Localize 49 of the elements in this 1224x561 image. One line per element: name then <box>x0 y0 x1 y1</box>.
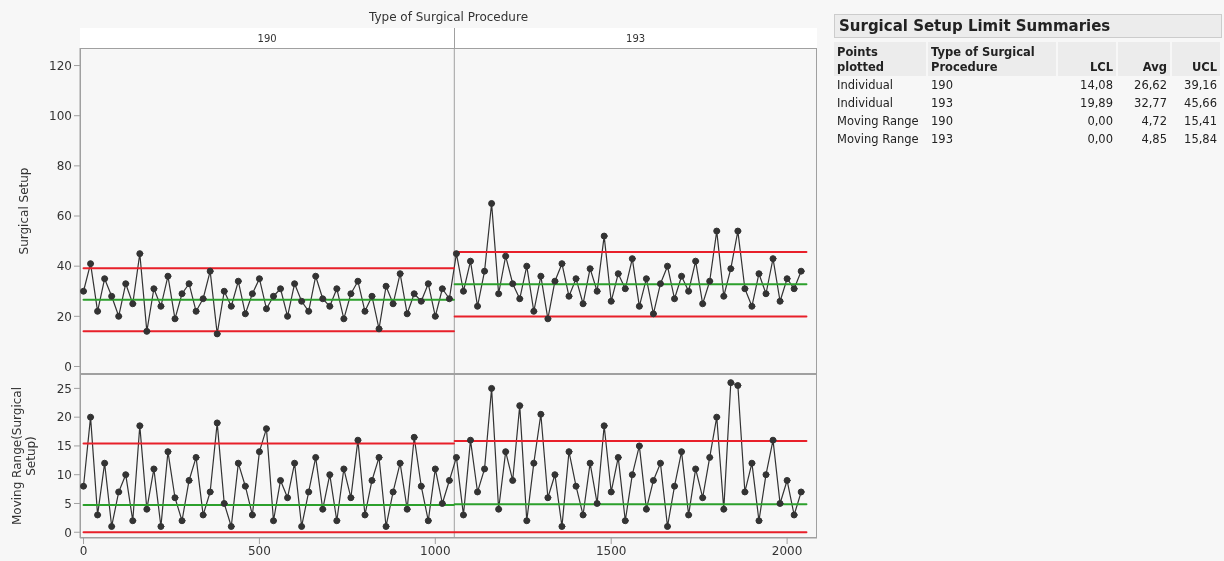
y-tick-label: 40 <box>56 259 72 274</box>
y-tick-label: 15 <box>56 439 72 454</box>
y-tick-label: 60 <box>56 209 72 224</box>
text: Moving Range <box>837 132 919 146</box>
text: 193 <box>625 33 647 44</box>
category-label: UCL <box>1172 42 1220 76</box>
text: Individual <box>837 96 894 110</box>
text: 190 <box>931 78 953 92</box>
x-tick-label: 2000 <box>771 543 803 558</box>
text: 190 <box>931 114 953 128</box>
text: 4,72 <box>1141 114 1167 128</box>
y-tick-label: 120 <box>49 58 72 73</box>
y-tick-label: 0 <box>64 359 72 374</box>
text: 19,89 <box>1080 96 1113 110</box>
text: 0,00 <box>1087 132 1113 146</box>
text: 4,85 <box>1141 132 1167 146</box>
text: 39,16 <box>1184 78 1217 92</box>
text: 193 <box>931 132 953 146</box>
text: 15,41 <box>1184 114 1217 128</box>
x-tick-label: 1000 <box>420 543 451 558</box>
y-tick-label: 10 <box>56 467 72 482</box>
category-label: Type of Surgical Procedure <box>928 42 1056 76</box>
text: 15,84 <box>1184 132 1217 146</box>
x-tick-label: 1500 <box>595 543 627 558</box>
text: 0,00 <box>1087 114 1113 128</box>
text: 32,77 <box>1134 96 1167 110</box>
text: Individual <box>837 78 894 92</box>
text: 193 <box>931 96 953 110</box>
y-tick-label: 20 <box>56 309 72 324</box>
category-label: LCL <box>1058 42 1116 76</box>
text: 26,62 <box>1134 78 1167 92</box>
y-tick-label: 5 <box>64 496 72 511</box>
y-tick-label: 80 <box>56 159 72 174</box>
x-tick-label: 0 <box>79 543 88 558</box>
text: Surgical Setup Limit Summaries <box>834 14 1222 38</box>
text: 190 <box>256 33 278 44</box>
text: 14,08 <box>1080 78 1113 92</box>
y-tick-label: 20 <box>56 410 72 425</box>
text: 45,66 <box>1184 96 1217 110</box>
y-tick-label: 100 <box>49 108 72 123</box>
y-tick-label: 25 <box>56 381 72 396</box>
text: Type of Surgical Procedure <box>367 10 529 24</box>
x-tick-label: 500 <box>247 543 271 558</box>
category-label: Points plotted <box>834 42 926 76</box>
y-axis-title: Surgical Setup <box>17 166 31 257</box>
text: Moving Range <box>837 114 919 128</box>
y-axis-title: Moving Range(Surgical Setup) <box>10 385 38 528</box>
category-label: Avg <box>1118 42 1170 76</box>
y-tick-label: 0 <box>64 525 72 540</box>
